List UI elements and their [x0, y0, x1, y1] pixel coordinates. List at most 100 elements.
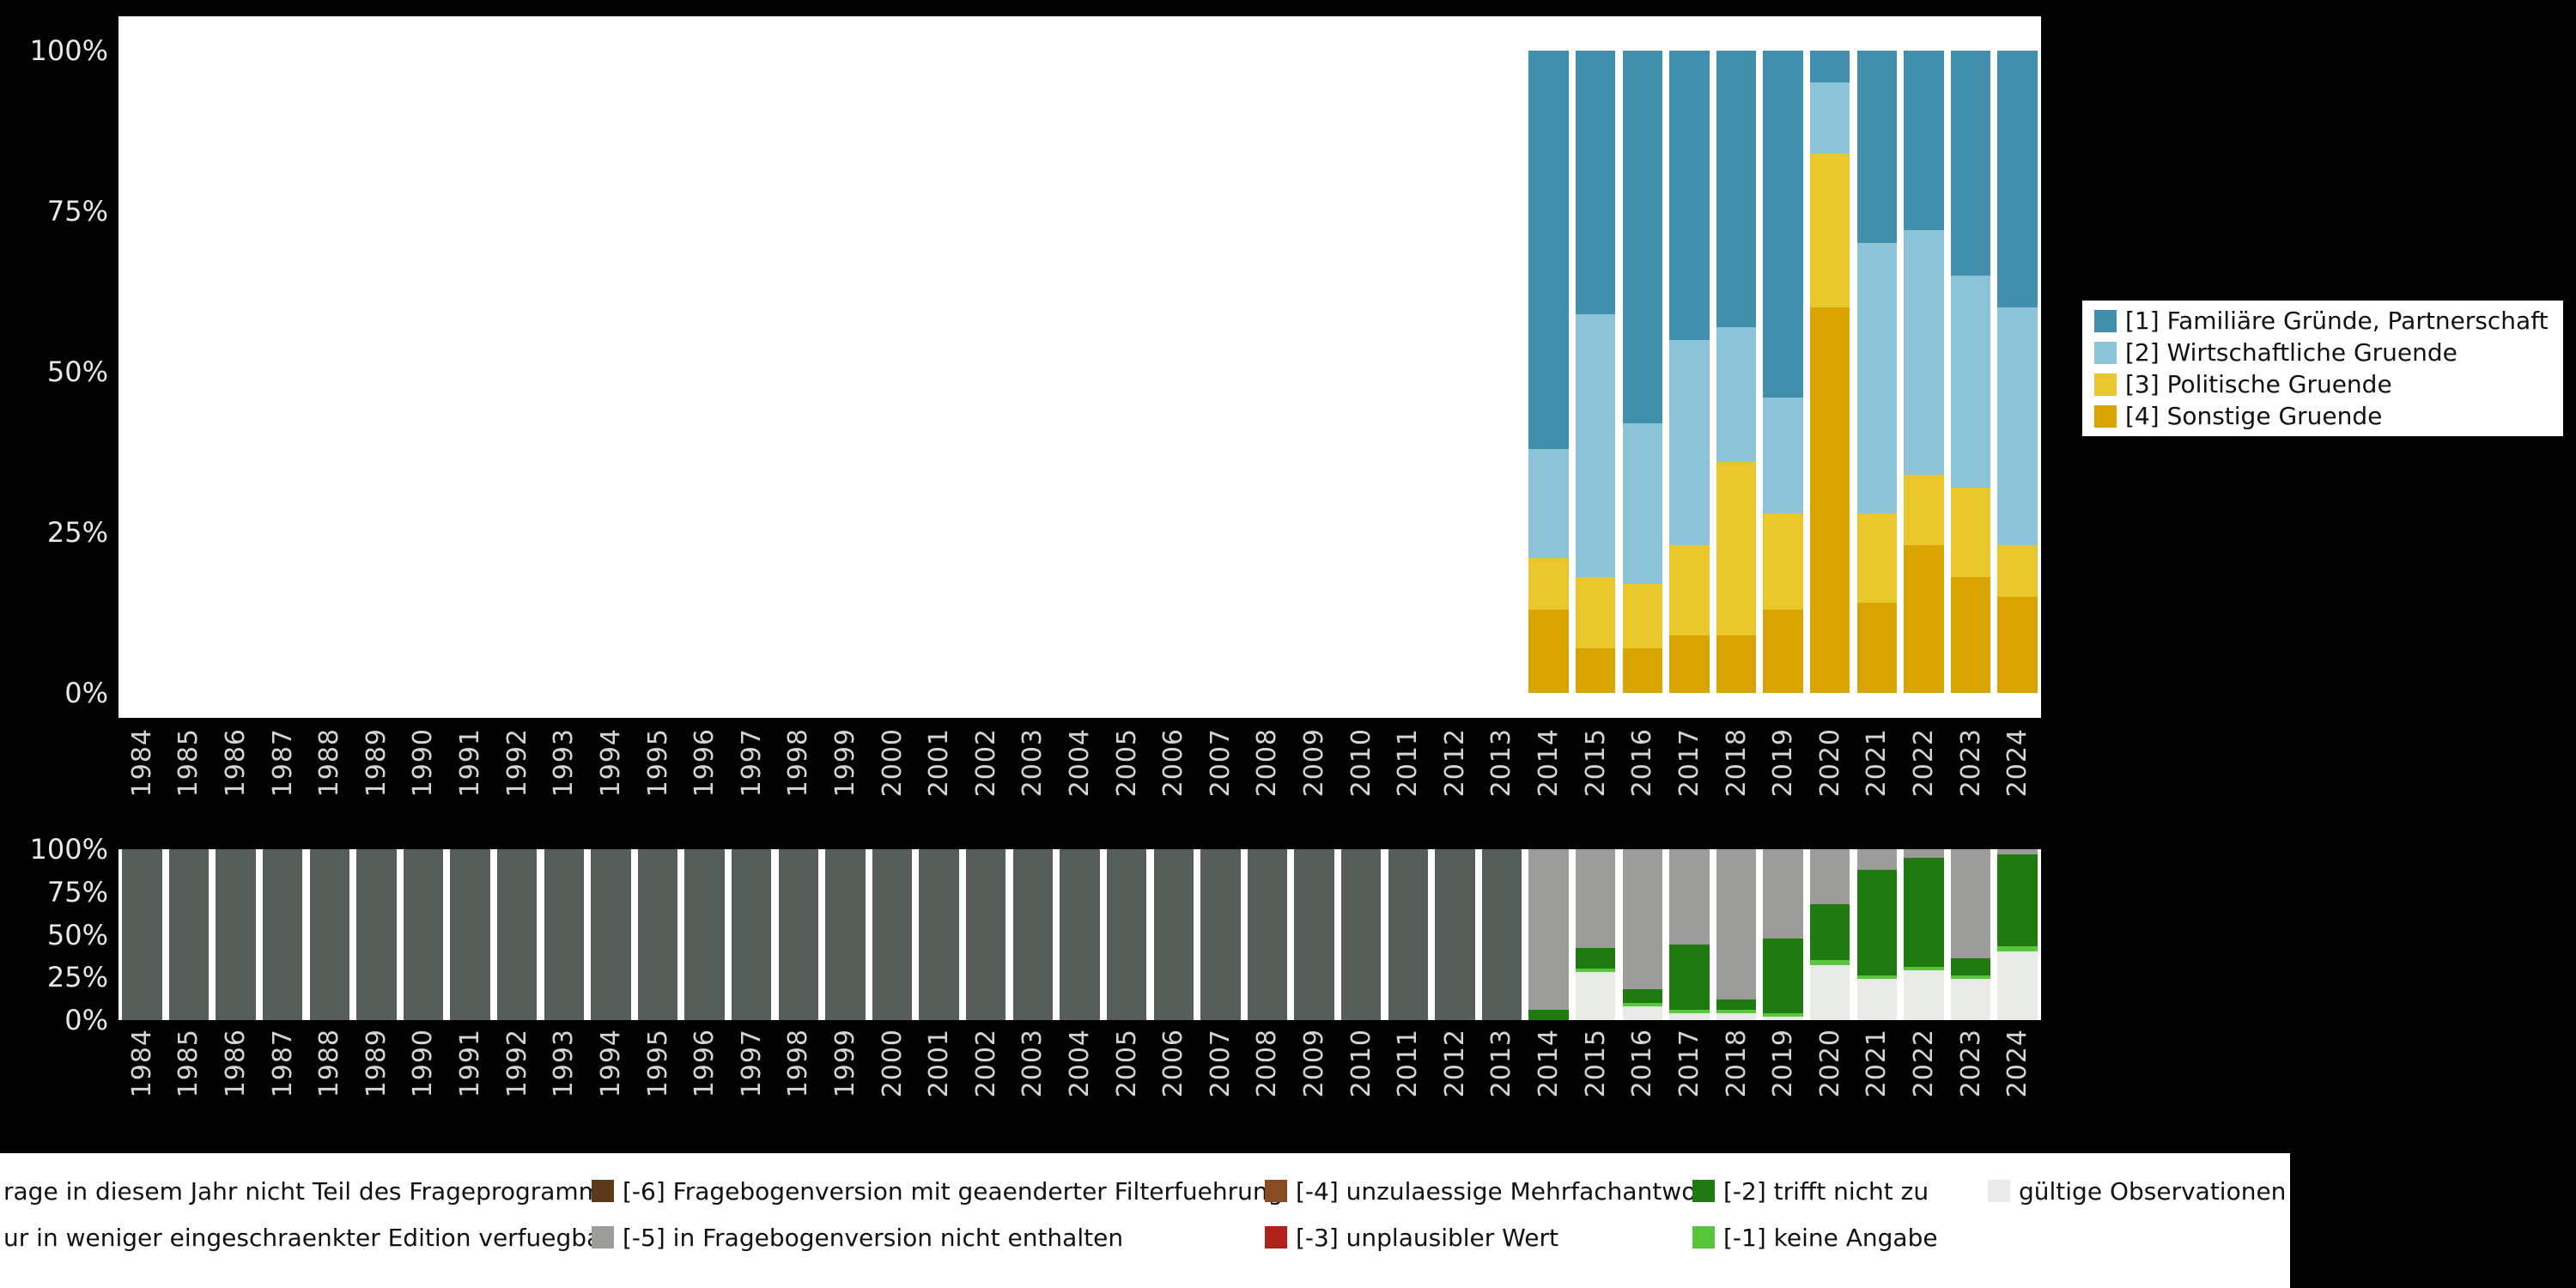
year-slot-1985	[166, 849, 213, 1020]
bar-segment	[1950, 51, 1991, 276]
x-tick-label: 1984	[126, 1029, 157, 1098]
bar-segment	[1528, 1010, 1569, 1020]
x-tick-label: 1999	[829, 728, 860, 798]
year-slot-2005	[1103, 849, 1151, 1020]
stacked-bar-1996	[684, 849, 725, 1020]
bar-segment	[1575, 948, 1616, 969]
missing-legend-item: gültige Observationen	[1988, 1176, 2287, 1206]
bar-segment	[1669, 849, 1710, 945]
year-slot-2021	[1854, 51, 1901, 693]
stacked-bar-1990	[403, 849, 444, 1020]
x-tick-label: 2012	[1439, 1029, 1470, 1098]
x-tick-label: 2019	[1768, 728, 1799, 798]
year-slot-2002	[963, 51, 1010, 693]
x-tick-label: 2000	[877, 728, 908, 798]
stacked-bar-1986	[216, 849, 256, 1020]
x-tick-slot: 1995	[635, 1029, 682, 1142]
bar-segment	[637, 849, 678, 1020]
year-slot-1995	[635, 849, 682, 1020]
x-tick-label: 2020	[1814, 728, 1845, 798]
reasons-chart-y-axis: 100% 75% 50% 25% 0%	[0, 35, 108, 708]
year-slot-1989	[353, 849, 400, 1020]
x-tick-label: 2001	[924, 728, 955, 798]
x-tick-label: 1984	[126, 728, 157, 798]
stacked-bar-2022	[1904, 849, 1944, 1020]
x-tick-slot: 1990	[400, 1029, 447, 1142]
x-tick-label: 2018	[1721, 1029, 1752, 1098]
bar-segment	[1810, 307, 1850, 693]
stacked-bar-1987	[262, 849, 303, 1020]
stacked-bar-2011	[1388, 849, 1428, 1020]
stacked-bar-2003	[1012, 849, 1054, 1020]
year-slot-1996	[681, 849, 728, 1020]
x-tick-slot: 1999	[822, 1029, 869, 1142]
year-slot-2020	[1807, 849, 1854, 1020]
bar-segment	[1856, 513, 1898, 604]
year-slot-2013	[1479, 849, 1526, 1020]
bar-segment	[778, 849, 819, 1020]
year-slot-2007	[1197, 51, 1244, 693]
missing-legend-label: gültige Observationen	[2019, 1176, 2287, 1206]
x-tick-slot: 2021	[1854, 728, 1901, 841]
x-tick-slot: 1996	[681, 728, 728, 841]
bar-segment	[1294, 849, 1334, 1020]
x-tick-label: 2003	[1018, 728, 1048, 798]
x-tick-label: 1988	[314, 728, 345, 798]
bar-segment	[919, 849, 959, 1020]
missing-legend-swatch	[1988, 1180, 2010, 1202]
bar-segment	[1575, 51, 1616, 314]
stacked-bar-2005	[1106, 849, 1147, 1020]
x-tick-label: 2013	[1486, 728, 1517, 798]
x-tick-label: 1986	[221, 1029, 252, 1098]
x-tick-label: 1993	[549, 728, 580, 798]
x-tick-label: 1994	[595, 728, 626, 798]
stacked-bar-2021	[1856, 849, 1898, 1020]
bar-segment	[1575, 313, 1616, 578]
x-tick-label: 1990	[408, 728, 439, 798]
missing-legend-swatch	[592, 1226, 614, 1249]
missing-legend-label: [-3] unplausibler Wert	[1296, 1223, 1558, 1252]
x-tick-slot: 2014	[1525, 1029, 1572, 1142]
bar-segment	[1856, 975, 1898, 980]
bar-segment	[1950, 975, 1991, 980]
stacked-bar-2024	[1997, 51, 2038, 693]
x-tick-slot: 1998	[775, 1029, 823, 1142]
x-tick-slot: 1998	[775, 728, 823, 841]
x-tick-label: 1985	[173, 728, 204, 798]
x-tick-label: 2023	[1955, 728, 1986, 798]
stacked-bar-2024	[1997, 849, 2038, 1020]
year-slot-1990	[400, 849, 447, 1020]
x-tick-label: 2022	[1908, 728, 1939, 798]
x-tick-label: 2001	[924, 1029, 955, 1098]
year-slot-2004	[1056, 51, 1103, 693]
stacked-bar-2009	[1294, 849, 1334, 1020]
bar-segment	[1856, 979, 1898, 1020]
x-tick-slot: 2016	[1619, 1029, 1667, 1142]
year-slot-2022	[1900, 51, 1947, 693]
x-tick-label: 2006	[1158, 1029, 1189, 1098]
missing-legend-label: [-6] Fragebogenversion mit geaenderter F…	[623, 1176, 1284, 1206]
year-slot-1997	[728, 849, 775, 1020]
bar-segment	[1904, 970, 1944, 1020]
stacked-bar-2016	[1622, 51, 1662, 693]
bar-segment	[1528, 557, 1569, 610]
stacked-bar-2020	[1810, 51, 1850, 693]
x-tick-label: 2013	[1486, 1029, 1517, 1098]
stacked-bar-2015	[1575, 849, 1616, 1020]
x-tick-slot: 2015	[1572, 1029, 1619, 1142]
year-slot-1988	[306, 51, 353, 693]
stacked-bar-1988	[309, 849, 349, 1020]
x-tick-slot: 1986	[212, 1029, 259, 1142]
x-tick-slot: 1997	[728, 728, 775, 841]
year-slot-2004	[1056, 849, 1103, 1020]
legend-item: [2] Wirtschaftliche Gruende	[2094, 338, 2563, 367]
bar-segment	[1247, 849, 1288, 1020]
bar-segment	[1856, 603, 1898, 693]
stacked-bar-1989	[356, 849, 397, 1020]
x-tick-slot: 2009	[1291, 1029, 1338, 1142]
x-tick-slot: 2004	[1056, 728, 1103, 841]
x-tick-slot: 1992	[494, 728, 541, 841]
x-tick-label: 1985	[173, 1029, 204, 1098]
y-tick-label: 0%	[64, 677, 108, 709]
bar-segment	[1622, 51, 1662, 423]
